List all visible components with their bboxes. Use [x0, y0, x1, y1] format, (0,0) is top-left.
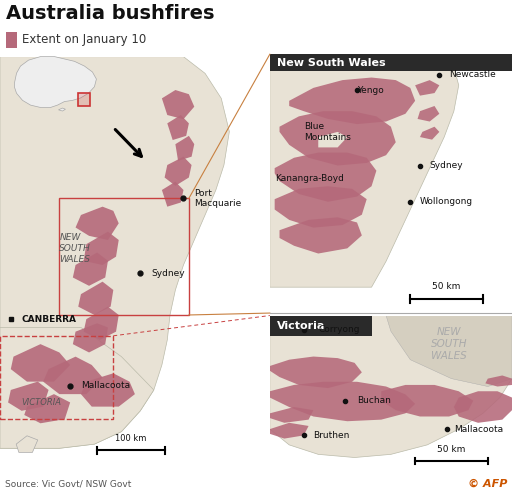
Polygon shape: [76, 207, 119, 240]
Polygon shape: [73, 323, 108, 352]
Polygon shape: [162, 90, 194, 119]
Polygon shape: [280, 111, 396, 166]
Text: Blue
Mountains: Blue Mountains: [304, 122, 351, 141]
Text: Victoria: Victoria: [277, 321, 326, 331]
Polygon shape: [81, 373, 135, 407]
Polygon shape: [16, 436, 38, 453]
Polygon shape: [270, 407, 313, 423]
Text: CANBERRA: CANBERRA: [22, 315, 77, 323]
Bar: [6, 32, 17, 48]
Polygon shape: [418, 106, 439, 121]
Polygon shape: [381, 385, 473, 417]
Polygon shape: [280, 217, 362, 253]
Text: 50 km: 50 km: [433, 282, 461, 291]
Text: Buchan: Buchan: [357, 396, 391, 405]
Text: Wollongong: Wollongong: [420, 197, 473, 206]
Text: Yengo: Yengo: [357, 86, 384, 95]
Polygon shape: [14, 57, 96, 107]
Bar: [78, 93, 91, 106]
Bar: [0, 336, 113, 419]
Polygon shape: [274, 186, 367, 228]
Bar: [270, 316, 372, 336]
Text: Bruthen: Bruthen: [313, 431, 350, 440]
Text: Sydney: Sydney: [151, 269, 185, 278]
Polygon shape: [0, 327, 154, 448]
Polygon shape: [270, 356, 362, 388]
Text: Corryong: Corryong: [318, 325, 360, 334]
Polygon shape: [8, 382, 49, 411]
Text: Mallacoota: Mallacoota: [454, 424, 503, 434]
Polygon shape: [43, 356, 102, 394]
Polygon shape: [415, 80, 439, 96]
Bar: [270, 54, 512, 71]
Polygon shape: [11, 344, 70, 382]
Polygon shape: [78, 282, 113, 315]
Polygon shape: [176, 136, 194, 161]
Polygon shape: [73, 252, 108, 286]
Polygon shape: [83, 307, 119, 340]
Polygon shape: [485, 376, 512, 387]
Polygon shape: [420, 127, 439, 140]
Polygon shape: [386, 316, 512, 387]
Text: Port
Macquarie: Port Macquarie: [194, 189, 242, 208]
Polygon shape: [270, 54, 459, 287]
Polygon shape: [270, 316, 512, 458]
Polygon shape: [162, 181, 183, 207]
Text: 100 km: 100 km: [115, 434, 146, 443]
Text: Kanangra-Boyd: Kanangra-Boyd: [274, 174, 344, 183]
Text: NEW
SOUTH
WALES: NEW SOUTH WALES: [431, 326, 467, 361]
Polygon shape: [454, 391, 512, 423]
Text: Sydney: Sydney: [430, 161, 463, 170]
Text: © AFP: © AFP: [467, 479, 507, 489]
Polygon shape: [167, 115, 189, 140]
Text: Australia bushfires: Australia bushfires: [6, 4, 215, 23]
Text: Extent on January 10: Extent on January 10: [22, 34, 146, 46]
Bar: [59, 198, 189, 315]
Text: 50 km: 50 km: [437, 445, 465, 455]
Text: Mallacoota: Mallacoota: [81, 381, 130, 390]
Text: VICTORIA: VICTORIA: [22, 398, 61, 407]
Polygon shape: [58, 108, 66, 111]
Polygon shape: [0, 57, 229, 448]
Polygon shape: [318, 132, 347, 147]
Text: New South Wales: New South Wales: [277, 58, 386, 68]
Text: Source: Vic Govt/ NSW Govt: Source: Vic Govt/ NSW Govt: [5, 479, 132, 488]
Polygon shape: [274, 153, 376, 202]
Text: NEW
SOUTH
WALES: NEW SOUTH WALES: [59, 233, 91, 264]
Polygon shape: [164, 157, 191, 186]
Text: Newcastle: Newcastle: [449, 70, 496, 79]
Polygon shape: [24, 394, 70, 423]
Polygon shape: [270, 423, 309, 439]
Polygon shape: [83, 232, 119, 265]
Polygon shape: [270, 382, 415, 421]
Polygon shape: [289, 77, 415, 124]
